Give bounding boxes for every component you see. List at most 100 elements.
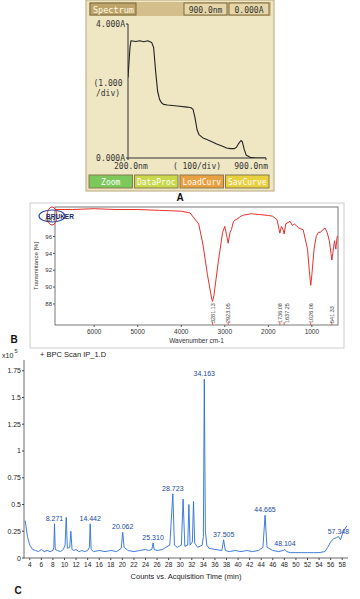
x-tick-label: 38 [223, 561, 231, 568]
panel-c: x105+ BPC Scan IP_1.D00.250.50.7511.251.… [2, 348, 349, 596]
peak-label: 20.062 [112, 523, 134, 530]
plot-c [25, 379, 347, 552]
y-tick-label: 1.5 [11, 394, 21, 401]
panel-label: B [10, 334, 17, 345]
y-tick-label: 1.25 [7, 421, 21, 428]
x-tick-label: 48 [281, 561, 289, 568]
y-tick [22, 424, 24, 425]
y-tick [53, 219, 55, 220]
y-scale-label: (1.000 [94, 79, 123, 88]
x-tick [330, 558, 331, 560]
x-tick-label: 4 [28, 561, 32, 568]
panel-border [30, 203, 344, 348]
x-tick-label: 58 [339, 561, 347, 568]
y-tick-label: 0.25 [7, 528, 21, 535]
x-tick [226, 558, 227, 560]
y-tick-label: 0.5 [11, 501, 21, 508]
y-tick [22, 558, 24, 559]
x-axis [24, 558, 348, 559]
figure: Spectrum900.0nm0.000A0.000A4.000A(1.000/… [0, 0, 360, 599]
x-tick-label: 200.0nm [114, 162, 148, 171]
x-tick-label: 44 [258, 561, 266, 568]
x-tick [168, 558, 169, 560]
x-tick [203, 558, 204, 560]
header-box [229, 3, 269, 15]
peak-label: 1026.06 [308, 303, 314, 323]
y-tick [53, 236, 55, 237]
peak-label: 57.348 [328, 528, 350, 535]
y-tick [22, 477, 24, 478]
button-label[interactable]: LoadCurv [182, 178, 221, 187]
y-multiplier: x10 [2, 352, 13, 359]
peak-label: 1736.08 [277, 303, 283, 323]
spectrum-line [128, 41, 266, 158]
peak-label: 1637.25 [284, 303, 290, 323]
plot-frame [55, 207, 338, 325]
peak-label: 37.505 [213, 531, 235, 538]
x-tick [224, 325, 225, 327]
button[interactable] [89, 175, 133, 188]
x-tick [99, 558, 100, 560]
y-tick-label: 94 [45, 251, 52, 257]
title-box [90, 3, 136, 15]
x-tick-label: 5000 [130, 328, 145, 335]
plot-b [55, 209, 338, 302]
button[interactable] [135, 175, 179, 188]
y-tick [22, 531, 24, 532]
x-tick [137, 325, 138, 327]
panel-b: BRUKERTransmittance [%]88909294969860005… [10, 203, 344, 348]
x-tick-label: 24 [142, 561, 150, 568]
x-tick-label: 8 [51, 561, 55, 568]
peak-label: 34.163 [194, 370, 216, 377]
button[interactable] [180, 175, 224, 188]
screen [86, 0, 274, 191]
y-tick [53, 287, 55, 288]
x-tick [181, 325, 182, 327]
peak-label: 44.665 [254, 506, 276, 513]
x-tick-label: 30 [177, 561, 185, 568]
button-label[interactable]: SavCurve [228, 178, 267, 187]
x-tick [191, 558, 192, 560]
x-tick [52, 558, 53, 560]
x-tick-label: 28 [165, 561, 173, 568]
x-tick [110, 558, 111, 560]
x-tick-label: 32 [188, 561, 196, 568]
x-axis-label: Wavenumber cm-1 [169, 337, 224, 344]
y-tick [22, 450, 24, 451]
button-label[interactable]: Zoom [101, 178, 120, 187]
y-tick-label: 88 [45, 301, 52, 307]
x-tick [94, 325, 95, 327]
x-tick [342, 558, 343, 560]
button-label[interactable]: DataProc [137, 178, 176, 187]
header-value: 900.0nm [189, 6, 223, 15]
x-tick-label: 20 [119, 561, 127, 568]
header-bar [89, 2, 271, 16]
x-tick-label: 36 [211, 561, 219, 568]
button[interactable] [226, 175, 270, 188]
panel-a: Spectrum900.0nm0.000A0.000A4.000A(1.000/… [86, 0, 274, 203]
y-tick-label: 98 [45, 217, 52, 223]
x-axis-label: Counts vs. Acquisition Time (min) [131, 572, 242, 581]
plot-a [128, 41, 266, 158]
peak-label: 25.310 [142, 534, 164, 541]
x-tick [29, 558, 30, 560]
x-tick-label: 40 [234, 561, 242, 568]
x-tick-label: 52 [304, 561, 312, 568]
x-tick-label: 10 [61, 561, 69, 568]
x-tick [145, 558, 146, 560]
x-tick [122, 558, 123, 560]
x-tick [180, 558, 181, 560]
x-tick-label: 16 [96, 561, 104, 568]
x-tick [307, 558, 308, 560]
x-tick [128, 158, 129, 160]
x-tick [249, 558, 250, 560]
y-axis [24, 360, 25, 558]
y-tick [22, 397, 24, 398]
peak-label: 3281.13 [210, 303, 216, 323]
x-tick [87, 558, 88, 560]
y-tick-label: 96 [45, 234, 52, 240]
x-tick-label: 22 [130, 561, 138, 568]
x-tick [238, 558, 239, 560]
x-tick-label: 56 [327, 561, 335, 568]
y-tick-label: 92 [45, 267, 52, 273]
